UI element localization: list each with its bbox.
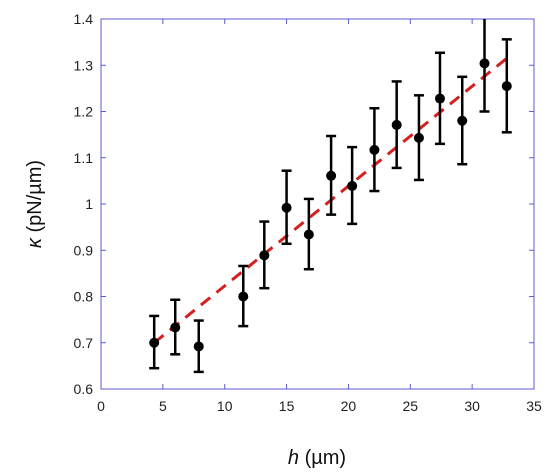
x-axis-title: h (µm) xyxy=(288,447,346,469)
data-point xyxy=(238,291,249,302)
data-point xyxy=(391,119,402,130)
y-tick-label: 0.9 xyxy=(74,242,94,258)
x-axis-ticks: 0 5 10 15 20 25 30 35 xyxy=(97,19,542,414)
x-tick-label: 15 xyxy=(279,398,295,414)
data-point xyxy=(259,250,270,261)
y-tick-label: 1.3 xyxy=(74,57,94,73)
plot-frame xyxy=(100,18,535,390)
data-point xyxy=(170,322,181,333)
y-tick-label: 1.2 xyxy=(74,104,94,120)
x-tick-label: 20 xyxy=(341,398,357,414)
data-point xyxy=(457,115,468,126)
data-point xyxy=(434,93,445,104)
data-point xyxy=(347,180,358,191)
y-tick-label: 0.8 xyxy=(74,289,94,305)
data-points xyxy=(149,58,512,352)
error-bars xyxy=(149,19,512,374)
data-point xyxy=(413,132,424,143)
data-point xyxy=(149,337,160,348)
x-tick-label: 5 xyxy=(159,398,167,414)
y-tick-label: 0.6 xyxy=(74,381,94,397)
data-point xyxy=(326,170,337,181)
y-tick-label: 1.4 xyxy=(74,11,94,27)
y-tick-label: 0.7 xyxy=(74,335,94,351)
x-tick-label: 0 xyxy=(97,398,105,414)
x-tick-label: 30 xyxy=(464,398,480,414)
data-point xyxy=(479,58,490,69)
y-tick-label: 1.1 xyxy=(74,150,94,166)
x-tick-label: 25 xyxy=(402,398,418,414)
y-tick-label: 1 xyxy=(85,196,93,212)
data-point xyxy=(193,341,204,352)
data-point xyxy=(369,144,380,155)
x-tick-label: 35 xyxy=(526,398,542,414)
data-point xyxy=(281,202,292,213)
data-point xyxy=(501,81,512,92)
y-axis-title: κ (pN/µm) xyxy=(24,160,46,248)
data-point xyxy=(303,229,314,240)
y-axis-ticks: 0.6 0.7 0.8 0.9 1 1.1 1.2 1.3 1.4 xyxy=(74,11,534,397)
x-tick-label: 10 xyxy=(217,398,233,414)
